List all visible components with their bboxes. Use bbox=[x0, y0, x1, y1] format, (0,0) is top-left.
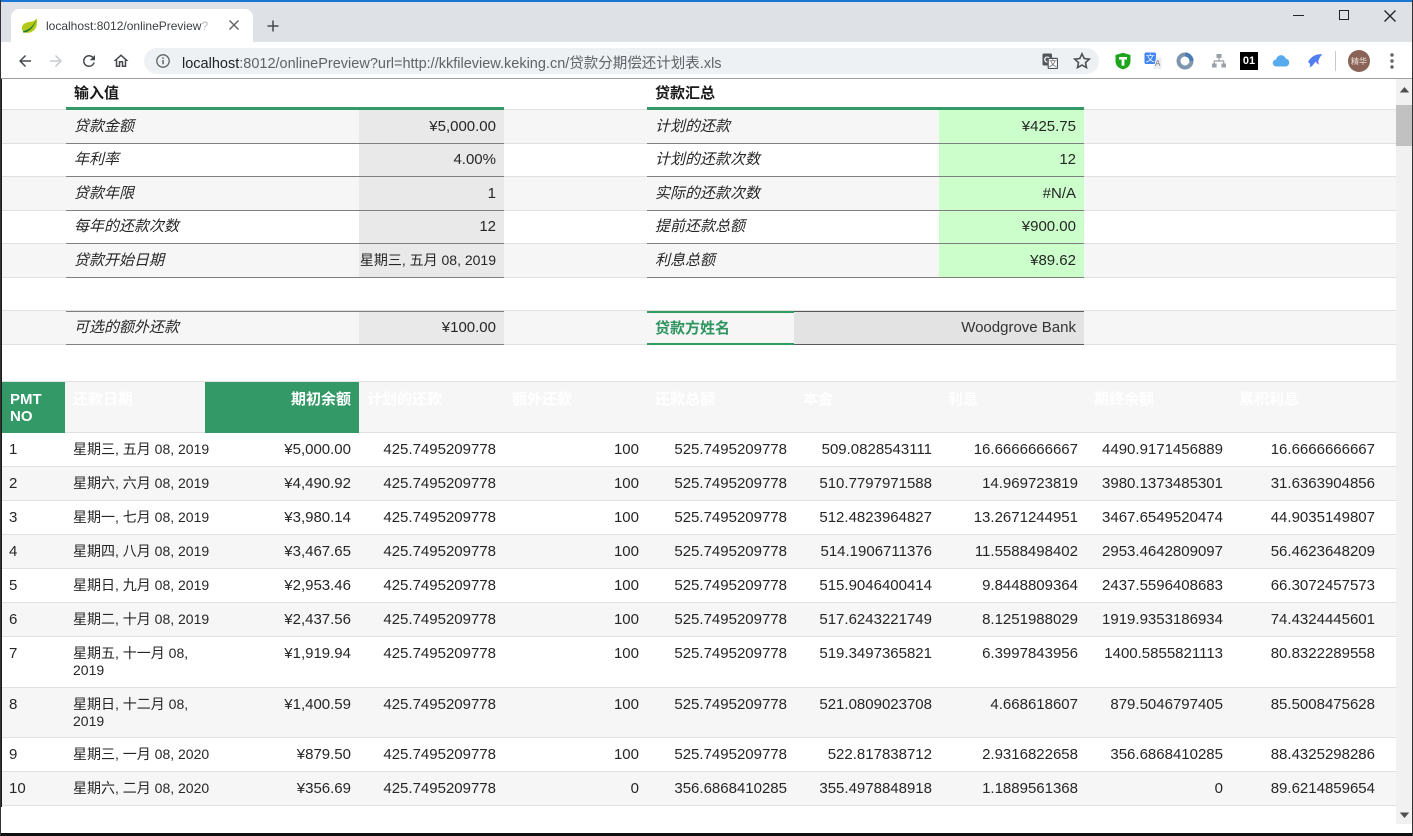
svg-text:文: 文 bbox=[1049, 58, 1057, 68]
svg-text:文: 文 bbox=[1146, 52, 1155, 63]
svg-text:G: G bbox=[1044, 55, 1051, 65]
svg-text:A: A bbox=[1155, 59, 1161, 68]
